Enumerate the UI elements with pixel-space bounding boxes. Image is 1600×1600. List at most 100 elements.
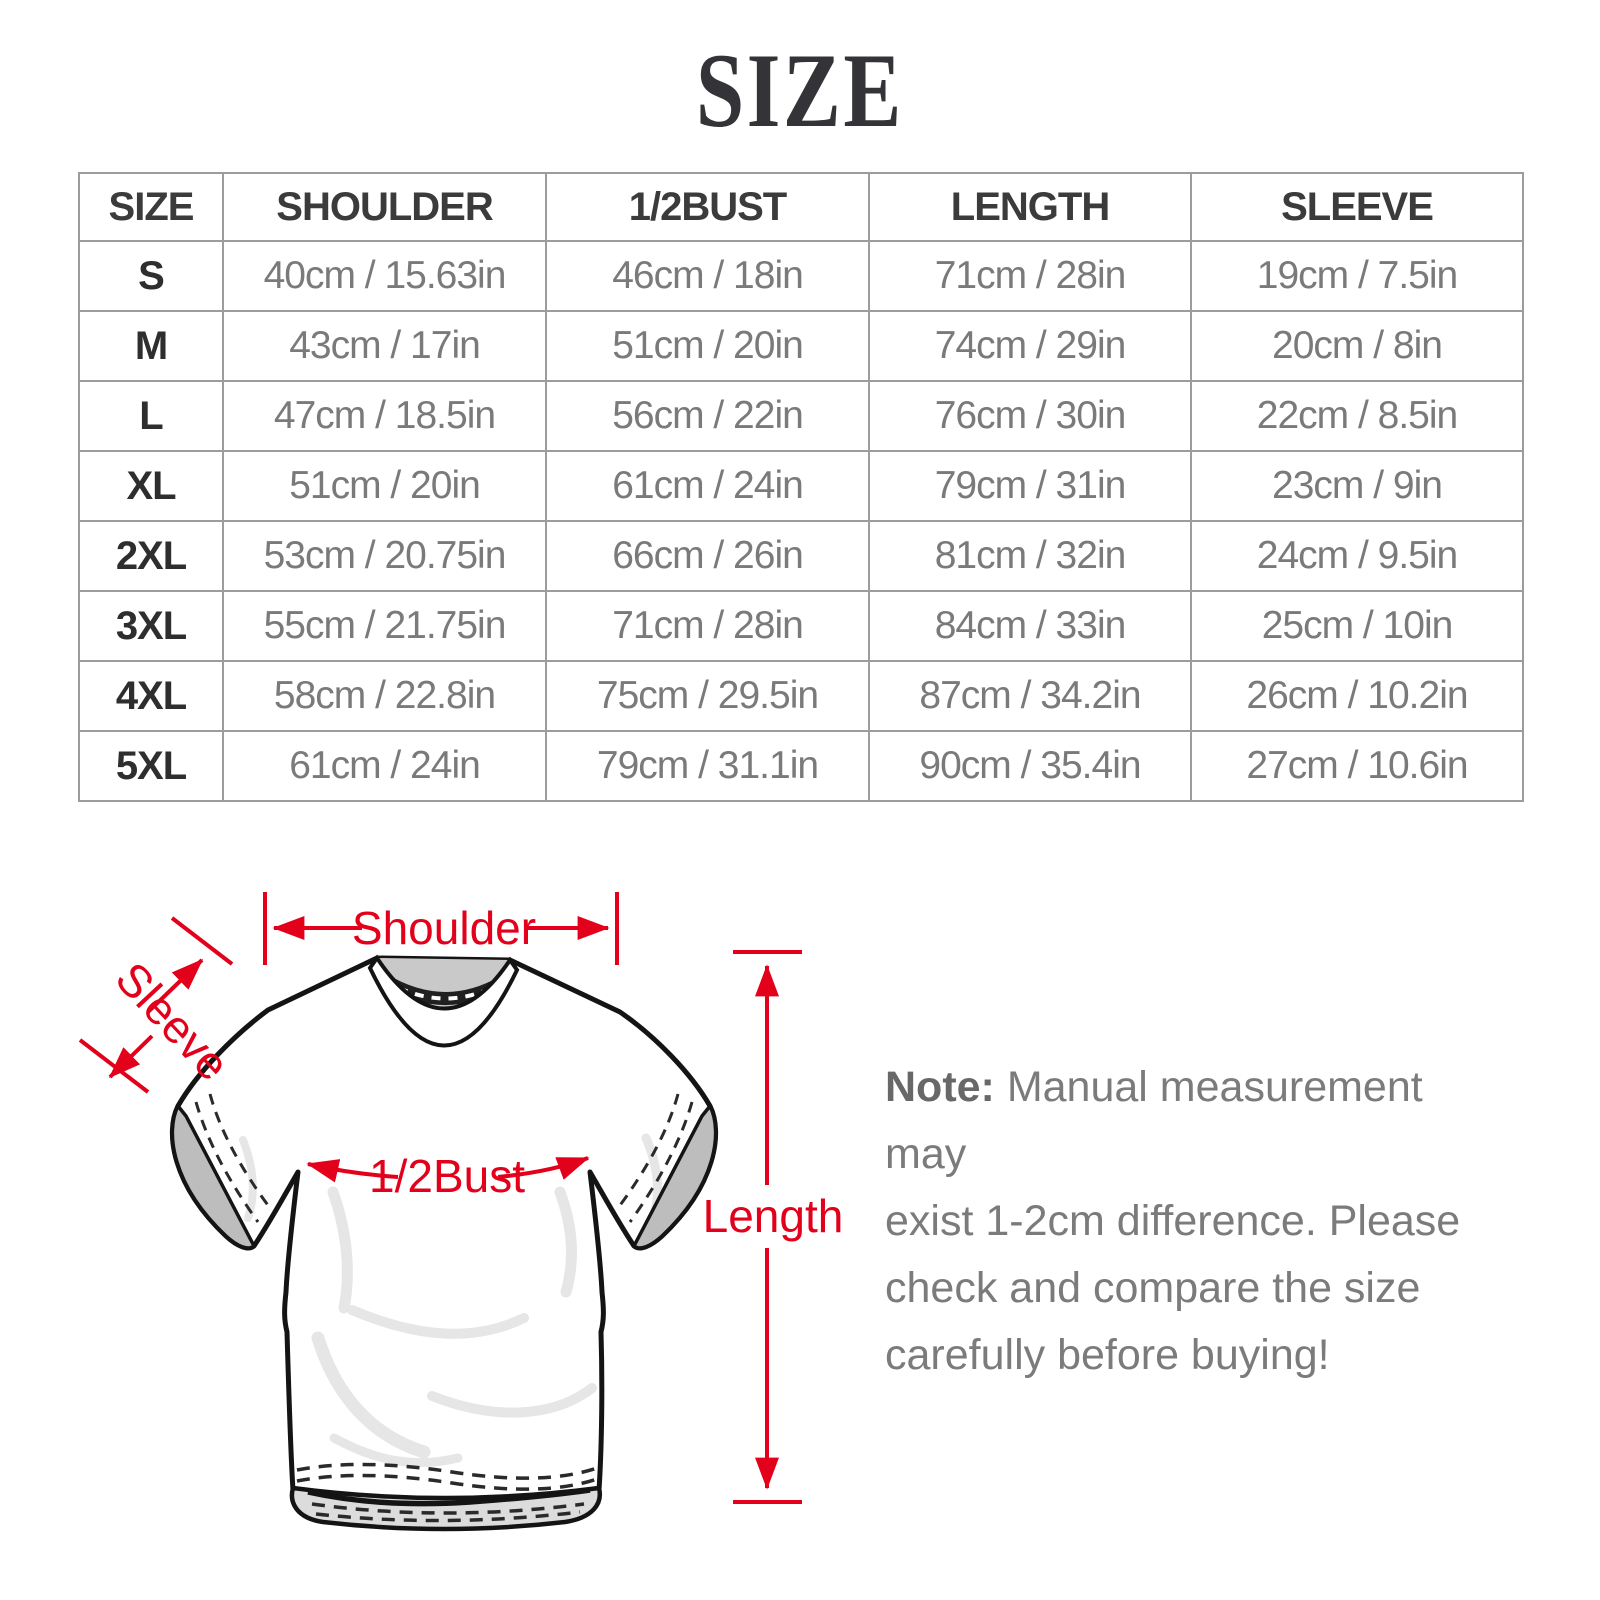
table-cell: 23cm / 9in	[1190, 450, 1524, 522]
note-line: exist 1-2cm difference. Please	[885, 1197, 1461, 1245]
table-cell: 51cm / 20in	[545, 310, 870, 382]
table-cell: 27cm / 10.6in	[1190, 730, 1524, 802]
table-row-s: S 40cm / 15.63in 46cm / 18in 71cm / 28in…	[78, 240, 1524, 312]
table-cell: 79cm / 31.1in	[545, 730, 870, 802]
table-cell: 47cm / 18.5in	[222, 380, 547, 452]
table-row-3xl: 3XL 55cm / 21.75in 71cm / 28in 84cm / 33…	[78, 590, 1524, 662]
left-cuff-stitch	[208, 1093, 272, 1209]
note-block: Note: Manual measurement may exist 1-2cm…	[885, 1054, 1515, 1389]
table-cell: 5XL	[78, 730, 224, 802]
header-bust: 1/2BUST	[545, 172, 870, 242]
table-cell: 74cm / 29in	[868, 310, 1192, 382]
shoulder-annotation: Shoulder	[263, 892, 619, 965]
table-cell: M	[78, 310, 224, 382]
sleeve-annotation: Sleeve	[78, 916, 240, 1094]
sleeve-label: Sleeve	[106, 952, 240, 1090]
hem-stitch	[296, 1462, 598, 1480]
table-row-m: M 43cm / 17in 51cm / 20in 74cm / 29in 20…	[78, 310, 1524, 382]
table-cell: 61cm / 24in	[222, 730, 547, 802]
note-text: Manual measurement may	[885, 1063, 1423, 1178]
bust-left-arrow	[306, 1159, 399, 1183]
table-cell: 25cm / 10in	[1190, 590, 1524, 662]
bust-right-arrow	[497, 1156, 590, 1180]
page-title-text: SIZE	[696, 32, 904, 149]
table-cell: 79cm / 31in	[868, 450, 1192, 522]
table-row-5xl: 5XL 61cm / 24in 79cm / 31.1in 90cm / 35.…	[78, 730, 1524, 802]
collar	[367, 954, 520, 1048]
table-row-xl: XL 51cm / 20in 61cm / 24in 79cm / 31in 2…	[78, 450, 1524, 522]
table-cell: 90cm / 35.4in	[868, 730, 1192, 802]
table-cell: 81cm / 32in	[868, 520, 1192, 592]
table-cell: 3XL	[78, 590, 224, 662]
table-cell: L	[78, 380, 224, 452]
right-cuff-stitch	[628, 1101, 694, 1223]
table-cell: 40cm / 15.63in	[222, 240, 547, 312]
table-cell: 56cm / 22in	[545, 380, 870, 452]
table-cell: 53cm / 20.75in	[222, 520, 547, 592]
table-row-2xl: 2XL 53cm / 20.75in 66cm / 26in 81cm / 32…	[78, 520, 1524, 592]
table-cell: 20cm / 8in	[1190, 310, 1524, 382]
measurement-diagram: Shoulder Sleeve 1/2Bust Length	[78, 892, 844, 1532]
length-label: Length	[703, 1190, 844, 1242]
table-cell: 51cm / 20in	[222, 450, 547, 522]
hem-band-stitch	[315, 1510, 581, 1523]
note-line: check and compare the size	[885, 1264, 1421, 1312]
table-cell: 2XL	[78, 520, 224, 592]
table-cell: 43cm / 17in	[222, 310, 547, 382]
size-table: SIZE SHOULDER 1/2BUST LENGTH SLEEVE S 40…	[78, 172, 1524, 802]
note-prefix: Note:	[885, 1063, 995, 1111]
table-cell: 22cm / 8.5in	[1190, 380, 1524, 452]
table-cell: 71cm / 28in	[545, 590, 870, 662]
table-cell: 46cm / 18in	[545, 240, 870, 312]
table-row-4xl: 4XL 58cm / 22.8in 75cm / 29.5in 87cm / 3…	[78, 660, 1524, 732]
table-cell: 4XL	[78, 660, 224, 732]
header-length: LENGTH	[868, 172, 1192, 242]
table-cell: S	[78, 240, 224, 312]
length-annotation: Length	[703, 950, 844, 1504]
hem-band-stitch	[311, 1502, 585, 1515]
sleeve-lower-arrow	[108, 1034, 154, 1079]
table-header-row: SIZE SHOULDER 1/2BUST LENGTH SLEEVE	[78, 172, 1524, 242]
table-cell: 58cm / 22.8in	[222, 660, 547, 732]
collar-band	[367, 954, 520, 1048]
table-cell: 61cm / 24in	[545, 450, 870, 522]
hem-fold-line	[307, 1487, 591, 1507]
table-cell: 24cm / 9.5in	[1190, 520, 1524, 592]
hem-stitch	[296, 1473, 598, 1491]
sleeve-upper-tick	[170, 916, 234, 966]
wrinkle-shade	[311, 1331, 431, 1459]
wrinkle-shade	[327, 1186, 353, 1314]
sleeve-lower-tick	[78, 1038, 150, 1094]
hem	[289, 1462, 603, 1532]
wrinkle-shade	[329, 1433, 463, 1468]
table-cell: 87cm / 34.2in	[868, 660, 1192, 732]
header-size: SIZE	[78, 172, 224, 242]
sleeve-upper-arrow	[146, 958, 204, 1014]
bust-annotation: 1/2Bust	[306, 1150, 590, 1202]
left-cuff	[170, 1093, 272, 1250]
header-shoulder: SHOULDER	[222, 172, 547, 242]
right-cuff	[616, 1093, 718, 1250]
page-title: SIZE	[0, 30, 1600, 152]
wrinkle-shade	[347, 1305, 529, 1339]
table-cell: 84cm / 33in	[868, 590, 1192, 662]
table-cell: 76cm / 30in	[868, 380, 1192, 452]
note-line: carefully before buying!	[885, 1331, 1330, 1379]
left-cuff-stitch	[194, 1101, 260, 1223]
note-line: Note: Manual measurement may	[885, 1054, 1515, 1188]
table-row-l: L 47cm / 18.5in 56cm / 22in 76cm / 30in …	[78, 380, 1524, 452]
table-cell: 66cm / 26in	[545, 520, 870, 592]
table-cell: 71cm / 28in	[868, 240, 1192, 312]
wrinkle-shade	[427, 1383, 597, 1418]
wrinkle-shade	[554, 1186, 577, 1298]
header-sleeve: SLEEVE	[1190, 172, 1524, 242]
left-cuff-gray	[170, 1102, 257, 1250]
table-cell: 26cm / 10.2in	[1190, 660, 1524, 732]
table-cell: 55cm / 21.75in	[222, 590, 547, 662]
tshirt-illustration	[169, 954, 719, 1532]
right-cuff-stitch	[616, 1093, 680, 1209]
right-cuff-gray	[631, 1102, 718, 1250]
table-cell: 19cm / 7.5in	[1190, 240, 1524, 312]
table-cell: XL	[78, 450, 224, 522]
